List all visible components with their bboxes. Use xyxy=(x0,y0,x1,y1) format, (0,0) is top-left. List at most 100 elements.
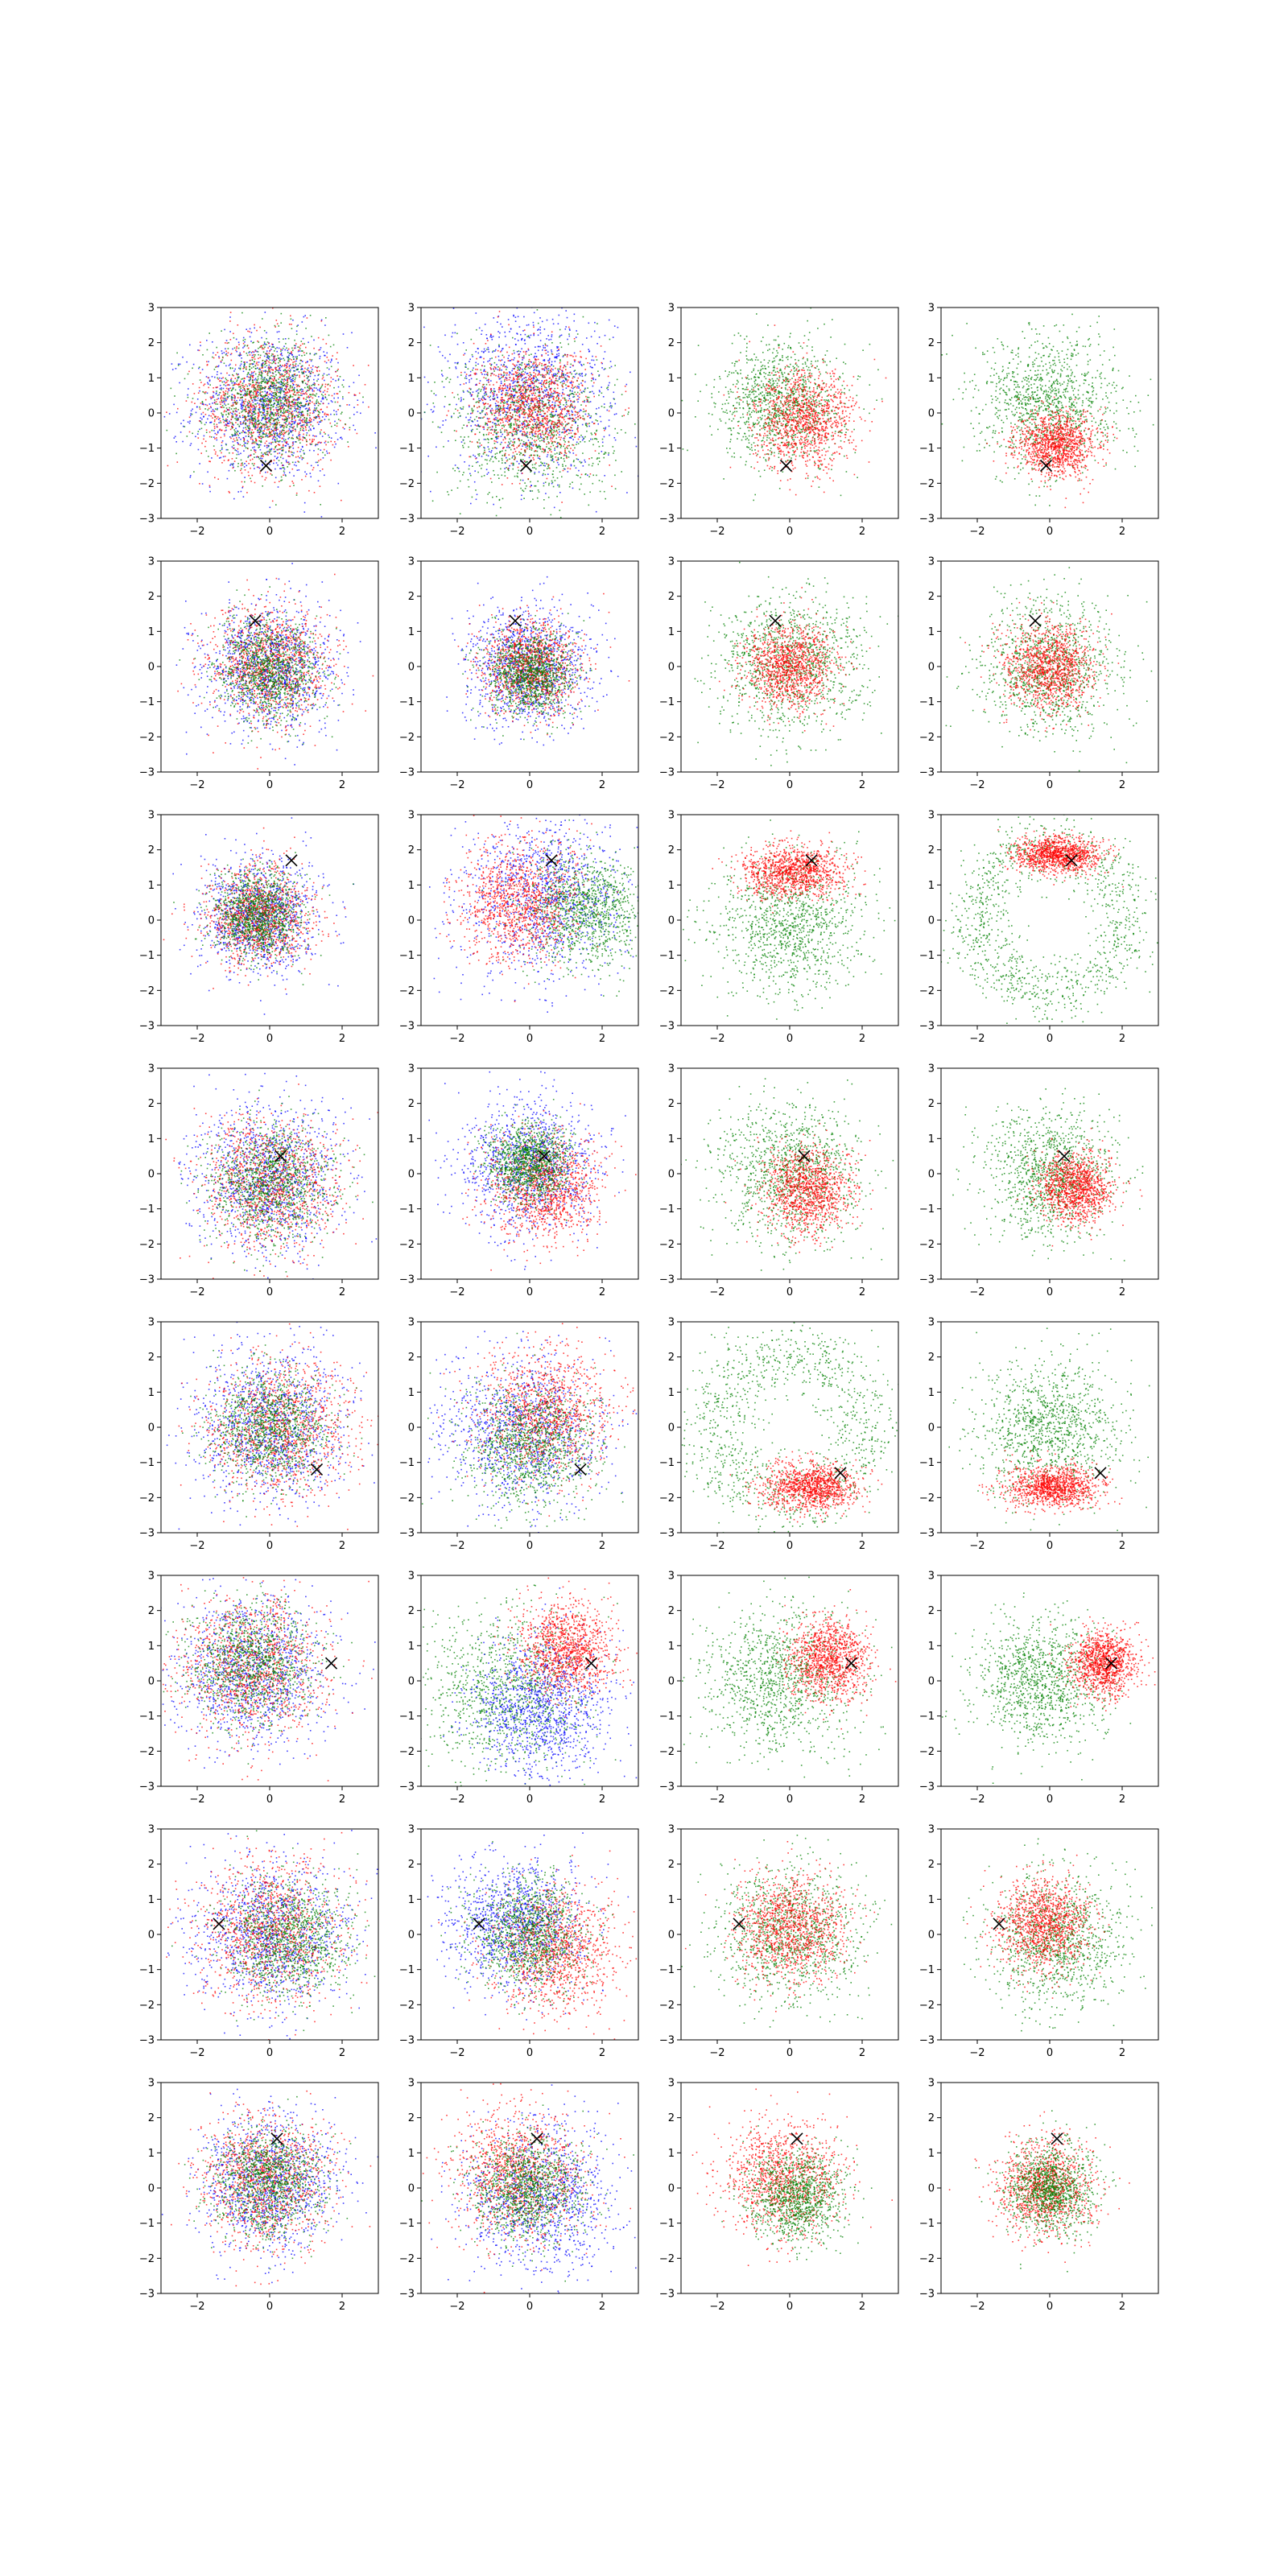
scatter-point xyxy=(574,387,576,389)
scatter-point xyxy=(555,397,557,398)
scatter-point xyxy=(241,407,242,409)
scatter-point xyxy=(264,428,266,430)
scatter-point xyxy=(274,420,275,422)
scatter-point xyxy=(238,348,240,349)
scatter-point xyxy=(539,346,541,348)
scatter-point xyxy=(309,415,311,416)
scatter-point xyxy=(224,352,225,353)
scatter-point xyxy=(473,410,474,411)
scatter-point xyxy=(260,444,262,446)
scatter-point xyxy=(237,463,239,464)
scatter-point xyxy=(248,463,250,464)
scatter-point xyxy=(582,436,584,438)
scatter-point xyxy=(541,386,543,387)
scatter-point xyxy=(485,424,486,426)
scatter-point xyxy=(592,475,594,477)
scatter-point xyxy=(520,400,522,402)
scatter-point xyxy=(559,431,560,433)
scatter-point xyxy=(299,377,300,378)
scatter-point xyxy=(271,378,273,380)
scatter-point xyxy=(532,464,534,466)
scatter-point xyxy=(502,407,504,408)
scatter-point xyxy=(219,418,221,419)
scatter-point xyxy=(537,329,539,331)
scatter-point xyxy=(293,448,295,449)
scatter-point xyxy=(222,357,224,358)
scatter-point xyxy=(357,399,359,401)
scatter-point xyxy=(292,423,294,425)
scatter-point xyxy=(286,394,287,396)
scatter-point xyxy=(269,415,270,416)
scatter-point xyxy=(561,347,563,349)
scatter-point xyxy=(466,378,468,379)
scatter-point xyxy=(546,463,547,464)
scatter-point xyxy=(306,441,308,443)
scatter-point xyxy=(495,407,497,408)
scatter-point xyxy=(253,420,254,422)
scatter-point xyxy=(277,324,279,325)
scatter-point xyxy=(237,448,239,450)
scatter-point xyxy=(262,400,264,402)
scatter-point xyxy=(460,407,461,409)
scatter-point xyxy=(224,395,225,397)
scatter-point xyxy=(176,412,178,414)
scatter-point xyxy=(574,396,576,398)
scatter-point xyxy=(269,356,270,357)
scatter-point xyxy=(267,436,269,438)
scatter-point xyxy=(265,361,266,362)
scatter-point xyxy=(283,440,285,442)
scatter-point xyxy=(283,397,285,398)
scatter-point xyxy=(584,382,586,383)
scatter-point xyxy=(236,381,237,382)
scatter-point xyxy=(329,385,331,386)
scatter-point xyxy=(277,332,279,333)
scatter-point xyxy=(460,401,462,402)
scatter-point xyxy=(269,426,270,427)
scatter-point xyxy=(302,430,303,431)
scatter-point xyxy=(497,397,498,398)
scatter-point xyxy=(242,386,244,388)
scatter-point xyxy=(487,438,489,440)
scatter-point xyxy=(603,358,605,360)
scatter-point xyxy=(501,436,502,437)
scatter-point xyxy=(217,366,219,368)
scatter-point xyxy=(481,333,482,335)
scatter-point xyxy=(258,419,259,420)
scatter-point xyxy=(260,436,262,437)
scatter-point xyxy=(267,373,269,374)
scatter-point xyxy=(312,394,314,396)
scatter-point xyxy=(308,427,310,428)
scatter-point xyxy=(304,511,306,513)
scatter-point xyxy=(251,435,253,436)
scatter-point xyxy=(559,407,560,408)
scatter-point xyxy=(294,392,295,394)
scatter-point xyxy=(207,349,208,351)
scatter-point xyxy=(565,310,567,312)
scatter-point xyxy=(328,374,330,375)
scatter-point xyxy=(274,385,275,386)
scatter-point xyxy=(298,365,299,367)
scatter-point xyxy=(293,370,295,372)
scatter-point xyxy=(291,431,293,433)
scatter-point xyxy=(303,419,304,420)
scatter-point xyxy=(325,317,327,319)
scatter-point xyxy=(310,315,312,316)
scatter-point xyxy=(548,432,550,434)
scatter-point xyxy=(228,412,229,414)
scatter-point xyxy=(289,472,291,473)
scatter-point xyxy=(243,340,245,341)
scatter-point xyxy=(293,430,295,431)
scatter-point xyxy=(526,485,527,487)
scatter-point xyxy=(496,439,497,440)
y-tick-label: −1 xyxy=(139,443,155,455)
scatter-point xyxy=(224,381,225,382)
scatter-point xyxy=(250,478,251,480)
scatter-point xyxy=(257,395,258,397)
scatter-point xyxy=(222,415,224,417)
scatter-point xyxy=(253,392,254,394)
scatter-point xyxy=(601,386,602,388)
scatter-point xyxy=(251,390,253,392)
scatter-point xyxy=(538,439,539,440)
scatter-point xyxy=(242,415,244,416)
scatter-point xyxy=(485,459,486,460)
